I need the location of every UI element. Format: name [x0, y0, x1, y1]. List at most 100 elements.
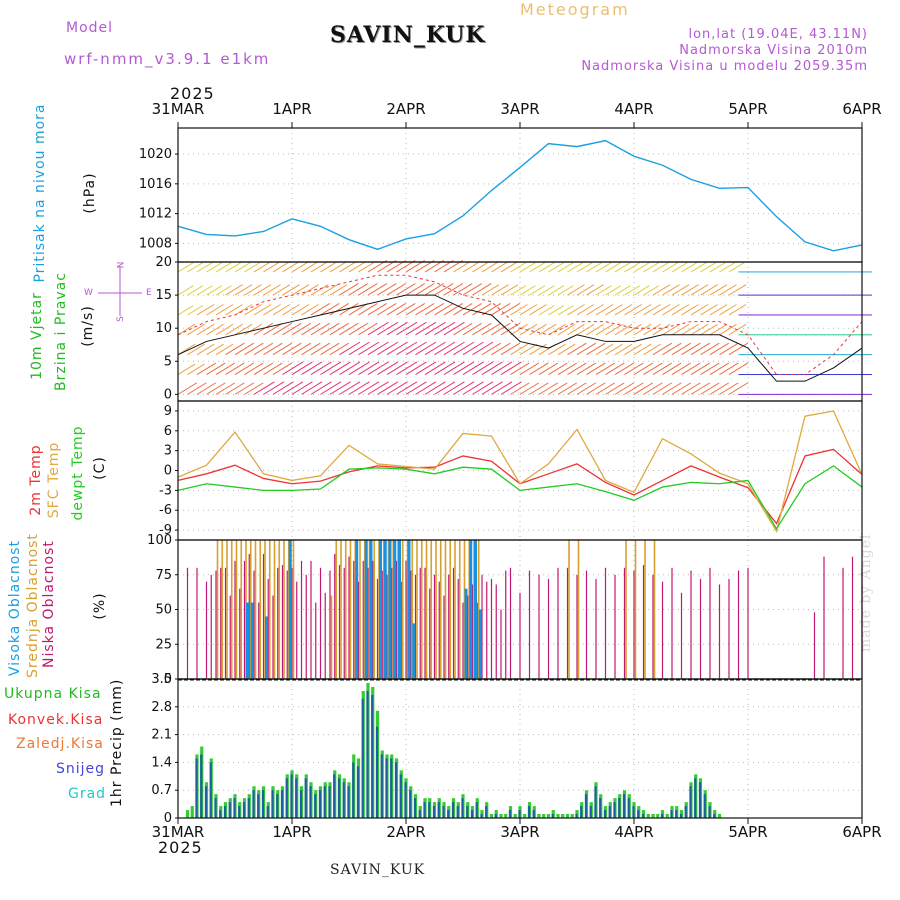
- wind-barb: [358, 341, 380, 356]
- wind-barb: [187, 305, 204, 316]
- wind-barb: [367, 303, 388, 316]
- wind-barb: [405, 321, 427, 336]
- precip-conv-bar: [594, 786, 597, 818]
- wind-barb: [215, 285, 232, 296]
- precip-total-bar: [513, 814, 517, 818]
- wind-barb: [263, 304, 281, 316]
- wind-barb: [624, 382, 644, 395]
- wind-barb: [719, 342, 739, 356]
- wind-barb: [225, 284, 243, 296]
- wind-barb: [529, 343, 547, 356]
- wind-barb: [282, 342, 302, 356]
- wind-barb: [253, 362, 274, 375]
- wind-barb: [481, 284, 500, 296]
- wind-barb: [681, 382, 701, 395]
- cloud-high-bar: [250, 602, 254, 679]
- cloud-high-bar: [265, 616, 268, 679]
- precip-conv-bar: [252, 790, 255, 818]
- wind-barb: [377, 361, 399, 375]
- wind-barb: [329, 381, 351, 395]
- precip-conv-bar: [347, 786, 350, 818]
- wind-barb: [187, 323, 205, 336]
- wind-barb: [320, 361, 342, 375]
- wind-barb: [367, 361, 389, 375]
- wind-barb: [700, 323, 718, 336]
- wind-barb: [453, 283, 473, 296]
- precip-conv-bar: [214, 798, 217, 818]
- precip-conv-bar: [451, 802, 455, 818]
- wind-barb: [462, 361, 484, 375]
- wind-barb: [187, 343, 205, 356]
- wind-barb: [586, 323, 604, 336]
- y-tick-label: 20: [155, 255, 172, 270]
- wind-barb: [548, 343, 566, 356]
- precip-conv-bar: [480, 814, 483, 818]
- wind-barb: [396, 303, 416, 316]
- wind-barb: [453, 322, 473, 336]
- wind-barb: [719, 304, 737, 316]
- wind-barb: [434, 341, 456, 356]
- wind-barb: [662, 382, 682, 395]
- precip-snow-label: Snijeg: [56, 761, 106, 777]
- wind-barb: [491, 322, 511, 336]
- wind-barb: [187, 382, 207, 395]
- date-label-bottom: 6APR: [842, 823, 881, 841]
- wind-barb: [215, 343, 234, 356]
- precip-conv-bar: [599, 798, 602, 818]
- wind-barb: [320, 303, 340, 316]
- precip-conv-bar: [304, 778, 307, 818]
- cloud-high-bar: [469, 540, 473, 679]
- wind-barb: [529, 382, 549, 395]
- precip-conv-bar: [366, 690, 369, 818]
- y-tick-label: 0: [164, 464, 172, 479]
- wind-barb: [700, 362, 720, 375]
- wind-barb: [443, 303, 464, 316]
- wind-barb: [225, 262, 242, 273]
- wind-barb: [424, 381, 446, 395]
- wind-barb: [643, 304, 661, 316]
- precip-conv-bar: [622, 794, 626, 818]
- wind-barb: [510, 382, 530, 395]
- wind-barb: [367, 283, 388, 296]
- cloud-high-bar: [355, 540, 359, 679]
- sfc-temp-line: [177, 410, 863, 534]
- wind-barb: [671, 262, 688, 273]
- wind-barb: [510, 285, 527, 296]
- wind-barb: [462, 283, 483, 296]
- wind-barb: [301, 322, 321, 336]
- cloud-high-bar: [478, 609, 482, 679]
- wind-barb: [557, 305, 574, 316]
- y-tick-label: 3.5: [151, 672, 172, 687]
- precip-conv-bar: [532, 810, 535, 818]
- cloud-high-bar: [393, 540, 397, 679]
- footer-station: SAVIN_KUK: [330, 862, 426, 878]
- precip-conv-bar: [314, 794, 317, 818]
- precip-conv-bar: [390, 758, 393, 818]
- wind-barb: [405, 361, 427, 375]
- wind-barb: [358, 283, 378, 296]
- year-bottom: 2025: [158, 838, 203, 857]
- y-tick-label: 0.7: [151, 783, 172, 798]
- wind-barb: [396, 361, 418, 375]
- precip-total-bar: [190, 806, 194, 818]
- wind-barb: [320, 261, 338, 273]
- wind-barb: [681, 284, 699, 296]
- wind-barb: [548, 305, 565, 316]
- wind-barb: [576, 304, 595, 316]
- cloud-high-bar: [407, 540, 411, 679]
- precip-conv-bar: [219, 810, 222, 818]
- precip-conv-bar: [204, 786, 208, 818]
- wind-barb: [643, 343, 661, 356]
- wind-barb: [576, 362, 597, 375]
- wind-barb: [187, 285, 204, 296]
- precip-conv-bar: [432, 806, 436, 818]
- wind-barb: [633, 323, 652, 336]
- wind-barb: [519, 362, 540, 375]
- wind-barb: [424, 341, 446, 356]
- wind-barb: [719, 262, 736, 273]
- precip-conv-bar: [418, 810, 421, 818]
- wind-barb: [548, 362, 568, 375]
- wind-barb: [709, 323, 728, 336]
- wind-barb: [709, 284, 728, 296]
- precip-conv-bar: [461, 798, 464, 818]
